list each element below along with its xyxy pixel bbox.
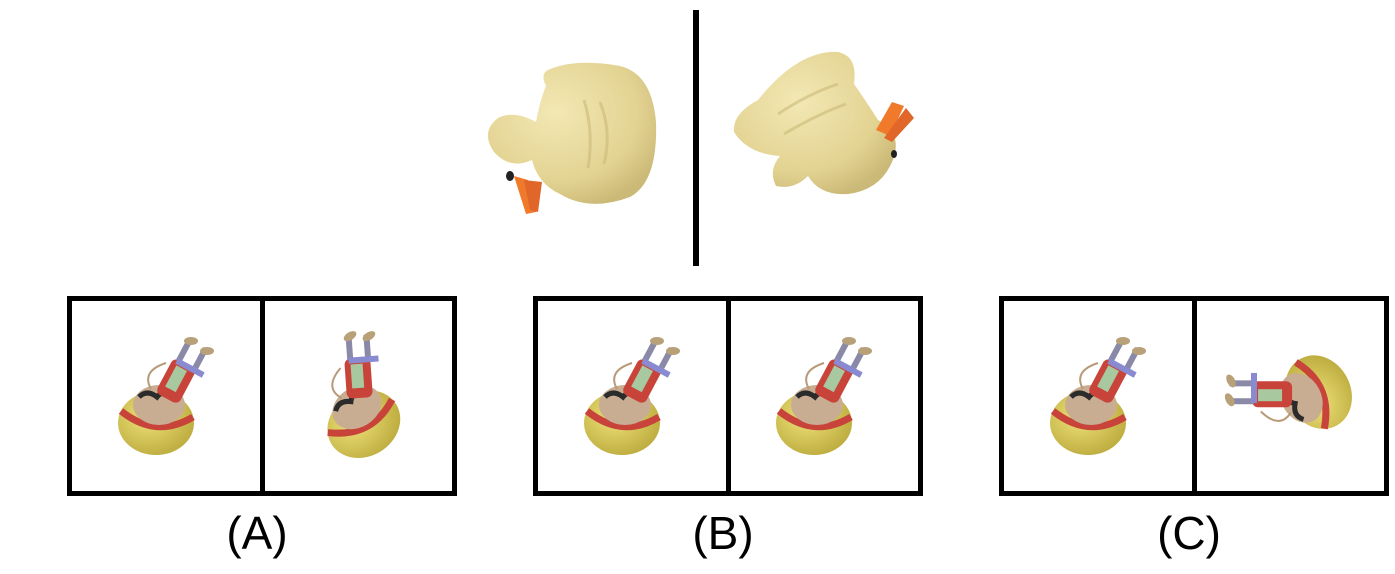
toy-figure-icon [577, 331, 687, 461]
toy-figure-icon [1207, 317, 1373, 475]
option-b-panel[interactable] [533, 296, 923, 496]
option-b-label: (B) [692, 507, 754, 559]
toy-figure-icon [277, 312, 439, 481]
option-a-left-image [72, 301, 260, 491]
option-c-right-image [1191, 301, 1385, 491]
toy-figure-icon [1043, 331, 1153, 461]
option-a-label: (A) [226, 507, 288, 559]
option-b-right-image [725, 301, 919, 491]
reference-duck-right [728, 44, 918, 204]
option-b-left-image [538, 301, 726, 491]
reference-divider [693, 10, 699, 266]
reference-duck-left [480, 52, 660, 222]
option-c-panel[interactable] [999, 296, 1389, 496]
option-a-right-image [259, 301, 453, 491]
option-c-label: (C) [1157, 507, 1221, 559]
option-a-panel[interactable] [67, 296, 457, 496]
toy-figure-icon [769, 331, 879, 461]
option-c-left-image [1004, 301, 1192, 491]
toy-figure-icon [111, 331, 221, 461]
